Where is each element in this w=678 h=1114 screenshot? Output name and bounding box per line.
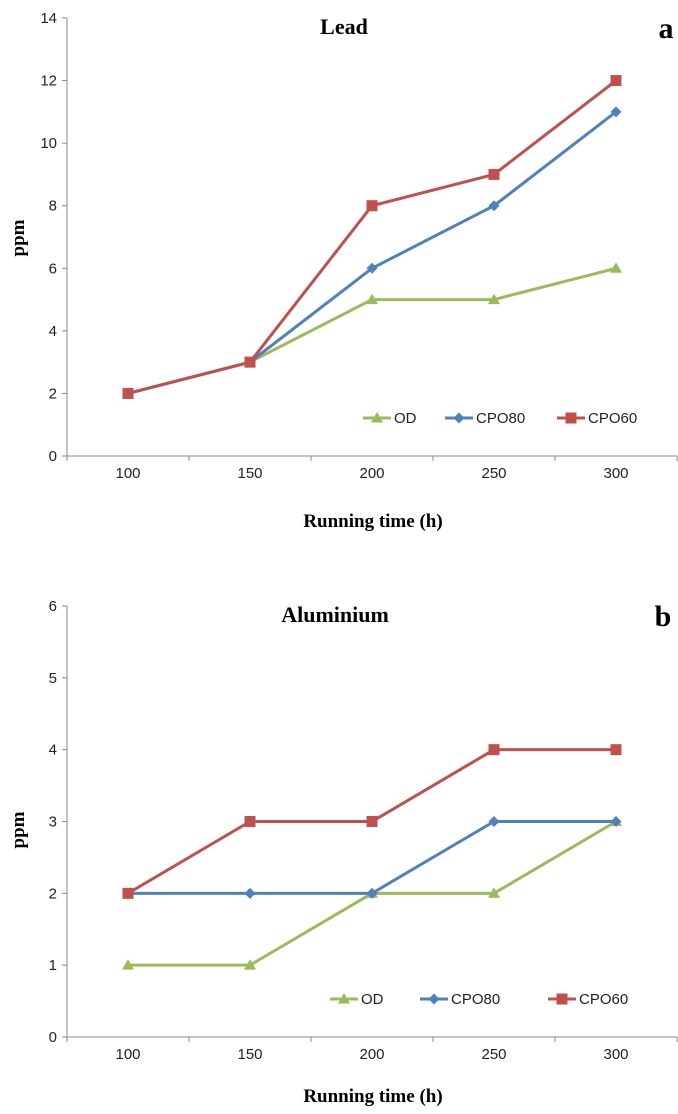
series-cpo80 [122,816,622,899]
legend-item-cpo60: CPO60 [557,410,637,427]
data-point-cpo60 [610,744,622,756]
data-point-cpo80 [610,106,622,118]
series-cpo80 [122,106,622,399]
panel-letter: a [659,12,674,45]
lead-chart: Lead a ppm Running time (h) 0 2 4 6 8 10 12 14 1… [8,10,678,532]
y-tick-label: 2 [49,385,57,402]
data-point-cpo60 [488,744,500,756]
legend-marker-cpo80 [428,993,440,1005]
data-point-cpo60 [366,816,378,827]
x-tick-label: 100 [115,1046,140,1063]
data-point-cpo60 [244,356,256,368]
aluminium-chart: Aluminium b ppm Running time (h) 0 1 2 3 4 5 6… [8,598,678,1107]
legend: OD CPO80 CPO60 [330,991,628,1008]
series-line-cpo80 [128,820,616,895]
panel-letter: b [655,600,672,633]
y-tick-label: 8 [49,198,57,215]
data-point-cpo80 [488,816,500,827]
y-tick-label: 6 [49,260,57,277]
y-tick-label: 6 [49,598,57,615]
y-axis-label: ppm [8,811,29,848]
data-point-od [244,959,256,970]
legend-item-cpo80: CPO80 [420,991,500,1008]
y-tick-label: 2 [49,885,57,902]
y-tick-label: 1 [49,957,57,974]
aluminium-chart-panel: Aluminium b ppm Running time (h) 0 1 2 3 4 5 6… [0,590,678,1114]
series-line-cpo60 [127,79,617,395]
chart-title: Lead [320,14,368,39]
legend-label: CPO80 [476,410,525,427]
legend-item-od: OD [330,991,384,1008]
data-point-cpo80 [366,262,378,274]
x-tick-label: 300 [603,465,628,482]
legend-marker-cpo60 [565,412,577,424]
data-point-cpo60 [366,200,378,212]
y-tick-label: 10 [40,135,57,152]
x-tick-label: 150 [237,1046,262,1063]
series-od [122,262,622,398]
series-cpo60 [122,75,622,399]
series-line-cpo80 [127,110,617,395]
data-point-cpo80 [366,887,378,899]
y-tick-label: 4 [49,323,57,340]
data-point-od [610,262,622,273]
legend-label: CPO60 [579,991,628,1008]
series-cpo60 [122,744,622,899]
data-point-cpo60 [610,75,622,87]
y-tick-label: 3 [49,814,57,831]
data-point-cpo60 [488,168,500,180]
legend-label: CPO60 [588,410,637,427]
x-tick-label: 200 [359,465,384,482]
data-point-cpo60 [244,816,256,827]
legend: OD CPO80 CPO60 [363,410,637,427]
data-point-cpo60 [122,887,134,899]
chart-title: Aluminium [281,602,389,627]
legend-marker-od [371,412,383,423]
legend-item-od: OD [363,410,417,427]
data-point-cpo80 [610,816,622,827]
data-point-od [122,959,134,970]
legend-marker-cpo80 [453,412,465,424]
x-tick-label: 250 [481,1046,506,1063]
x-tick-label: 200 [359,1046,384,1063]
x-axis-label: Running time (h) [303,511,442,532]
y-tick-label: 12 [40,73,57,90]
data-point-cpo80 [244,887,256,899]
legend-label: OD [361,991,384,1008]
plot-area: 0 2 4 6 8 10 12 14 100 150 200 250 300 [40,10,678,482]
y-tick-label: 0 [49,448,57,465]
legend-marker-cpo60 [556,993,568,1005]
x-tick-label: 300 [603,1046,628,1063]
lead-chart-panel: Lead a ppm Running time (h) 0 2 4 6 8 10 12 14 1… [0,0,678,545]
x-axis-label: Running time (h) [303,1086,442,1107]
legend-item-cpo60: CPO60 [548,991,628,1008]
data-point-od [488,293,500,305]
legend-label: CPO80 [451,991,500,1008]
x-tick-label: 100 [115,465,140,482]
legend-item-cpo80: CPO80 [445,410,525,427]
data-point-od [366,293,378,305]
x-tick-label: 150 [237,465,262,482]
data-point-cpo80 [488,200,500,212]
y-tick-label: 4 [49,742,57,759]
y-tick-label: 14 [40,10,57,27]
data-point-od [488,887,500,898]
y-tick-label: 0 [49,1029,57,1046]
legend-label: OD [394,410,417,427]
data-point-cpo60 [122,387,134,399]
y-axis-label: ppm [8,219,29,256]
plot-area: 0 1 2 3 4 5 6 100 150 200 250 300 [49,598,678,1063]
x-tick-label: 250 [481,465,506,482]
y-tick-label: 5 [49,670,57,687]
legend-marker-od [338,993,350,1004]
